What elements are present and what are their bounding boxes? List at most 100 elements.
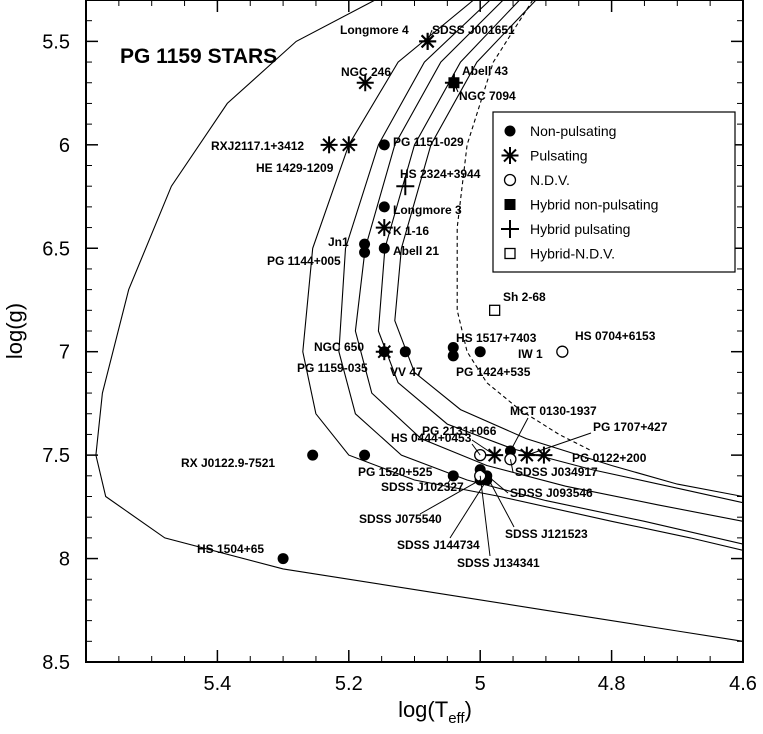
y-tick-label: 7.5 [42, 445, 70, 467]
label-longmore-3: Longmore 3 [393, 203, 462, 217]
marker-pg-1159-035 [375, 343, 393, 361]
marker-rx-j0122-9-7521 [307, 449, 319, 461]
track-3 [338, 0, 743, 545]
leader-mct-0130-1937 [509, 417, 529, 452]
label-pg-2131-066: PG 2131+066 [422, 424, 497, 438]
legend-label-pulsating: Pulsating [530, 148, 588, 164]
leader-sdss-j034917 [509, 459, 514, 473]
label-sdss-j144734: SDSS J144734 [397, 538, 480, 552]
label-hs-0444-0453: HS 0444+0453 [391, 431, 472, 445]
label-sdss-j134341: SDSS J134341 [457, 556, 540, 570]
label-hs-1517-7403: HS 1517+7403 [456, 331, 537, 345]
legend-marker-n-d-v [503, 173, 517, 187]
leader-pg-2131-066 [471, 439, 495, 456]
label-sdss-j075540: SDSS J075540 [359, 512, 442, 526]
evolutionary-tracks [95, 0, 743, 642]
legend-label-n-d-v: N.D.V. [530, 172, 570, 188]
leader-sdss-j144734 [449, 479, 488, 539]
marker-iw-1 [474, 346, 486, 358]
track-1 [95, 0, 743, 642]
x-tick-label: 5 [475, 673, 486, 695]
label-sh-2-68: Sh 2-68 [503, 290, 546, 304]
legend-marker-pulsating [501, 147, 519, 164]
label-pg-1159-035: PG 1159-035 [297, 361, 368, 375]
label-pg-0122-200: PG 0122+200 [572, 451, 647, 465]
marker-abell-21 [378, 242, 390, 254]
point-labels: Longmore 4 SDSS J001651 NGC 246 Abell 43 NGC… [181, 23, 668, 570]
track-5 [377, 0, 743, 504]
label-he-1429-1209: HE 1429-1209 [256, 161, 334, 175]
leader-hs-0444-0453 [471, 443, 481, 456]
marker-hs-2324-3944 [396, 177, 415, 196]
y-tick-label: 6.5 [42, 238, 70, 260]
label-ngc-650: NGC 650 [314, 340, 364, 354]
label-longmore-4: Longmore 4 [340, 23, 409, 37]
leader-sdss-j102327 [447, 475, 454, 484]
legend-marker-non-pulsating [504, 125, 516, 137]
x-axis-title: log(Teff) [398, 697, 472, 727]
marker-hs-1517-7403 [447, 342, 459, 354]
axis-ticks: 5.4 5.2 5 4.8 4.6 5.5 6 6.5 7 7.5 8 8.5 [42, 0, 757, 695]
label-pg-1144-005: PG 1144+005 [267, 254, 341, 268]
label-sdss-j102327: SDSS J102327 [381, 480, 464, 494]
x-axis-title-sub: eff [448, 710, 465, 727]
x-tick-label: 4.6 [729, 673, 757, 695]
legend-marker-hybrid-non-pulsating [504, 199, 516, 210]
legend-box [492, 111, 736, 273]
track-4 [354, 0, 743, 522]
label-hs-0704-6153: HS 0704+6153 [575, 329, 656, 343]
label-pg-1707-427: PG 1707+427 [593, 420, 668, 434]
label-hs-1504-65: HS 1504+65 [197, 542, 264, 556]
label-pg-1520-525: PG 1520+525 [358, 465, 433, 479]
label-abell-43: Abell 43 [462, 64, 508, 78]
label-mct-0130-1937: MCT 0130-1937 [510, 404, 597, 418]
leader-sdss-j134341 [479, 475, 491, 557]
x-axis-title-main: log(T [398, 697, 448, 722]
marker-k-1-16 [375, 219, 393, 237]
label-hs-2324-3944: HS 2324+3944 [400, 167, 481, 181]
label-pg-1151-029: PG 1151-029 [393, 135, 464, 149]
x-axis-title-close: ) [465, 697, 472, 722]
marker-pg-1424-535 [447, 350, 459, 362]
x-tick-label: 4.8 [598, 673, 626, 695]
legend: Non-pulsating Pulsating N.D.V. Hybrid non-p… [492, 111, 736, 273]
leader-sdss-j001651 [427, 29, 433, 42]
legend-label-hybrid-pulsating: Hybrid pulsating [530, 221, 630, 237]
marker-hs-0704-6153 [556, 345, 569, 358]
leader-sdss-j121523 [486, 475, 515, 528]
y-tick-label: 8 [59, 549, 70, 571]
marker-pg-1520-525 [359, 449, 371, 461]
y-tick-label: 5.5 [42, 31, 70, 53]
y-tick-label: 7 [59, 342, 70, 364]
y-tick-label: 8.5 [42, 652, 70, 674]
label-vv-47: VV 47 [390, 365, 423, 379]
label-sdss-j001651: SDSS J001651 [432, 23, 515, 37]
legend-marker-hybrid-n-d-v [504, 247, 516, 260]
label-jn1: Jn1 [328, 235, 349, 249]
marker-longmore-3 [378, 201, 390, 213]
track-7 [456, 0, 593, 452]
label-sdss-j121523: SDSS J121523 [505, 527, 588, 541]
marker-pg-1144-005 [359, 246, 371, 258]
label-sdss-j034917: SDSS J034917 [515, 465, 598, 479]
label-k-1-16: K 1-16 [393, 224, 429, 238]
label-ngc-7094: NGC 7094 [459, 89, 516, 103]
legend-label-non-pulsating: Non-pulsating [530, 123, 616, 139]
label-leader-lines [419, 29, 592, 557]
label-rxj2117-1-3412: RXJ2117.1+3412 [211, 139, 304, 153]
track-6 [394, 0, 743, 498]
label-sdss-j093546: SDSS J093546 [510, 486, 593, 500]
label-ngc-246: NGC 246 [341, 65, 391, 79]
chart-title: PG 1159 STARS [120, 45, 277, 68]
data-markers [277, 32, 569, 565]
leader-pg-1707-427 [526, 432, 592, 456]
marker-pg-1151-029 [378, 139, 390, 151]
y-axis-title: log(g) [2, 303, 27, 359]
leader-sdss-j075540 [419, 479, 481, 515]
legend-marker-hybrid-pulsating [501, 220, 519, 238]
marker-vv-47 [399, 346, 411, 358]
legend-label-hybrid-n-d-v: Hybrid-N.D.V. [530, 246, 615, 262]
marker-sh-2-68 [489, 304, 501, 316]
marker-rxj2117-1-3412 [320, 136, 338, 154]
